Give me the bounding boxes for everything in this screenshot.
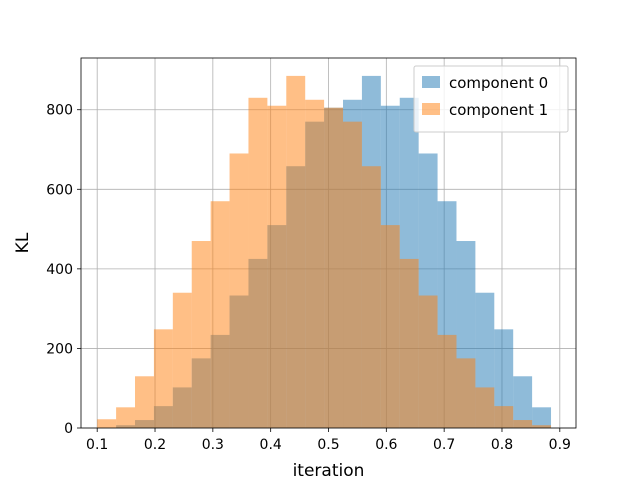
bar-series-1 <box>286 75 306 428</box>
histogram-bars <box>97 75 552 428</box>
bar-series-0 <box>513 376 533 428</box>
x-tick-label: 0.6 <box>375 437 397 453</box>
bar-series-0 <box>532 407 552 428</box>
bar-series-1 <box>343 121 362 428</box>
x-tick-label: 0.2 <box>144 437 166 453</box>
x-tick-label: 0.3 <box>202 437 224 453</box>
x-tick-label: 0.9 <box>549 437 571 453</box>
bar-series-1 <box>267 105 287 428</box>
x-axis-label: iteration <box>293 461 365 480</box>
bar-series-1 <box>172 292 192 428</box>
bar-series-1 <box>97 419 117 428</box>
y-tick-label: 600 <box>46 182 73 198</box>
bar-series-1 <box>399 258 419 428</box>
y-tick-label: 400 <box>46 262 73 278</box>
legend-frame <box>413 65 569 133</box>
bar-series-0 <box>494 329 514 428</box>
y-tick-label: 0 <box>64 421 73 437</box>
x-tick-label: 0.1 <box>86 437 108 453</box>
y-tick-label: 200 <box>46 341 73 357</box>
bar-series-1 <box>456 358 476 428</box>
legend-swatch <box>422 103 440 115</box>
bar-series-1 <box>324 107 344 428</box>
x-tick-label: 0.7 <box>433 437 455 453</box>
bar-series-1 <box>191 241 211 428</box>
x-tick-label: 0.4 <box>260 437 282 453</box>
bar-series-1 <box>513 420 533 428</box>
bar-series-1 <box>361 166 381 428</box>
legend-swatch <box>422 76 440 88</box>
bar-series-1 <box>532 425 552 428</box>
legend-label: component 0 <box>449 74 548 92</box>
bar-series-1 <box>248 97 268 428</box>
x-tick-label: 0.8 <box>491 437 513 453</box>
legend: component 0 component 1 <box>413 65 569 133</box>
bar-series-1 <box>475 387 495 428</box>
x-tick-label: 0.5 <box>317 437 339 453</box>
bar-series-1 <box>494 406 514 428</box>
bar-series-1 <box>229 153 249 428</box>
bar-series-1 <box>437 334 457 428</box>
bar-series-1 <box>116 407 136 428</box>
legend-label: component 1 <box>449 101 548 119</box>
bar-series-1 <box>210 201 230 428</box>
bar-series-1 <box>305 99 325 428</box>
axis-ticks: 0.1 0.2 0.3 0.4 0.5 0.6 0.7 0.8 0.9 0 200 400 600 800 <box>46 103 571 453</box>
bar-series-1 <box>153 329 173 428</box>
bar-series-1 <box>380 225 400 428</box>
y-tick-label: 800 <box>46 103 73 119</box>
y-axis-label: KL <box>13 232 33 253</box>
bar-series-1 <box>135 376 154 428</box>
bar-series-1 <box>418 295 438 428</box>
